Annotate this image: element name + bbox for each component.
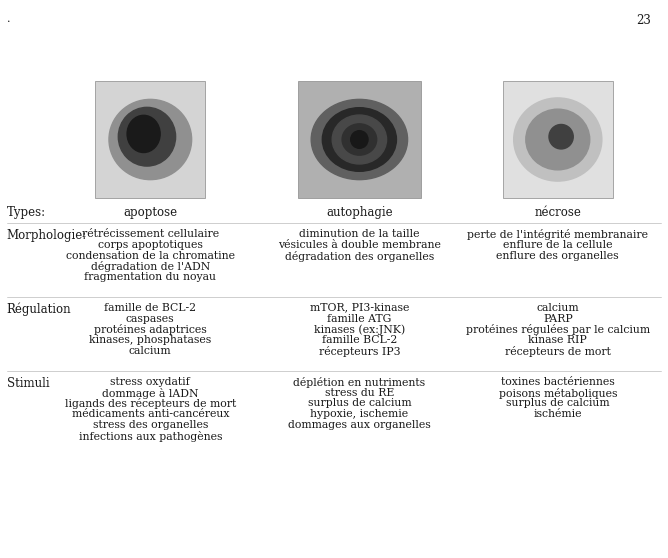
Ellipse shape: [332, 115, 387, 164]
Text: autophagie: autophagie: [326, 206, 393, 219]
Ellipse shape: [514, 98, 602, 181]
Bar: [502, 81, 613, 198]
Text: hypoxie, ischemie: hypoxie, ischemie: [311, 410, 408, 419]
Text: dégradation des organelles: dégradation des organelles: [285, 251, 434, 262]
Text: Stimuli: Stimuli: [7, 377, 49, 389]
Text: perte de l'intégrité membranaire: perte de l'intégrité membranaire: [468, 229, 648, 240]
Text: corps apoptotiques: corps apoptotiques: [98, 240, 202, 249]
Ellipse shape: [526, 109, 590, 170]
Text: stress oxydatif: stress oxydatif: [110, 377, 190, 387]
Text: surplus de calcium: surplus de calcium: [506, 398, 610, 408]
Ellipse shape: [109, 99, 192, 180]
Text: Régulation: Régulation: [7, 303, 71, 316]
Text: .: .: [7, 14, 10, 24]
Ellipse shape: [322, 108, 397, 171]
Text: PARP: PARP: [543, 314, 572, 324]
Text: kinase RIP: kinase RIP: [528, 335, 587, 345]
Text: poisons métaboliques: poisons métaboliques: [498, 388, 617, 398]
Text: enflure de la cellule: enflure de la cellule: [503, 240, 613, 249]
Text: famille BCL-2: famille BCL-2: [322, 335, 397, 345]
Text: stress du RE: stress du RE: [325, 388, 394, 397]
Text: Morphologie:: Morphologie:: [7, 229, 87, 242]
Text: toxines bactériennes: toxines bactériennes: [501, 377, 615, 387]
Bar: [298, 81, 422, 198]
Text: apoptose: apoptose: [123, 206, 178, 219]
Text: kinases (ex:JNK): kinases (ex:JNK): [314, 325, 405, 335]
Text: protéines adaptrices: protéines adaptrices: [94, 325, 206, 335]
Text: récepteurs de mort: récepteurs de mort: [505, 346, 611, 357]
Ellipse shape: [549, 124, 573, 149]
Text: ischémie: ischémie: [534, 410, 582, 419]
Text: protéines régulées par le calcium: protéines régulées par le calcium: [466, 325, 650, 335]
Text: stress des organelles: stress des organelles: [93, 420, 208, 430]
Text: calcium: calcium: [536, 303, 579, 312]
Text: déplétion en nutriments: déplétion en nutriments: [293, 377, 426, 388]
Text: ligands des récepteurs de mort: ligands des récepteurs de mort: [65, 398, 236, 410]
Text: dommage à lADN: dommage à lADN: [102, 388, 198, 398]
Text: calcium: calcium: [129, 346, 172, 356]
Ellipse shape: [118, 107, 176, 166]
Text: condensation de la chromatine: condensation de la chromatine: [66, 251, 234, 261]
Text: 23: 23: [637, 14, 651, 27]
Text: fragmentation du noyau: fragmentation du noyau: [84, 272, 216, 282]
Text: récepteurs IP3: récepteurs IP3: [319, 346, 400, 357]
Text: dégradation de l'ADN: dégradation de l'ADN: [91, 261, 210, 272]
Text: nécrose: nécrose: [534, 206, 581, 219]
Text: Types:: Types:: [7, 206, 46, 219]
Ellipse shape: [342, 124, 377, 155]
Text: surplus de calcium: surplus de calcium: [307, 398, 411, 408]
Bar: [96, 81, 206, 198]
Ellipse shape: [351, 131, 368, 148]
Text: dommages aux organelles: dommages aux organelles: [288, 420, 431, 430]
Text: médicaments anti-cancéreux: médicaments anti-cancéreux: [71, 410, 229, 419]
Text: infections aux pathogènes: infections aux pathogènes: [79, 431, 222, 442]
Ellipse shape: [311, 99, 407, 180]
Text: famille ATG: famille ATG: [327, 314, 391, 324]
Text: caspases: caspases: [126, 314, 174, 324]
Text: enflure des organelles: enflure des organelles: [496, 251, 619, 261]
Text: mTOR, PI3-kinase: mTOR, PI3-kinase: [310, 303, 409, 312]
Text: kinases, phosphatases: kinases, phosphatases: [89, 335, 212, 345]
Text: rétrécissement cellulaire: rétrécissement cellulaire: [81, 229, 219, 239]
Text: diminution de la taille: diminution de la taille: [299, 229, 420, 239]
Text: famille de BCL-2: famille de BCL-2: [104, 303, 196, 312]
Ellipse shape: [127, 116, 160, 152]
Text: vésicules à double membrane: vésicules à double membrane: [278, 240, 441, 249]
